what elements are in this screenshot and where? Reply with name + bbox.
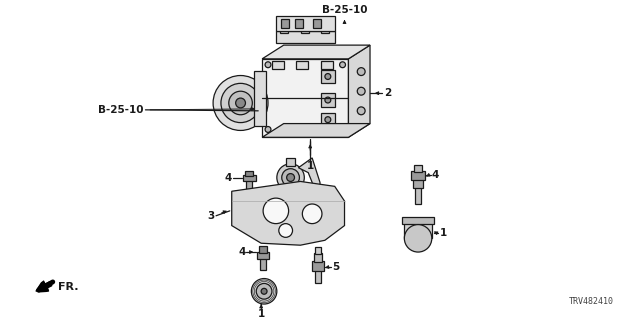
Bar bbox=[254, 71, 266, 125]
Bar bbox=[246, 171, 253, 176]
Text: B-25-10: B-25-10 bbox=[322, 5, 367, 15]
Circle shape bbox=[263, 198, 289, 224]
Circle shape bbox=[325, 97, 331, 103]
Circle shape bbox=[279, 224, 292, 237]
Text: 1: 1 bbox=[257, 309, 265, 319]
Bar bbox=[403, 217, 434, 224]
Circle shape bbox=[340, 126, 346, 132]
Bar bbox=[280, 26, 287, 33]
Circle shape bbox=[357, 68, 365, 76]
Circle shape bbox=[236, 98, 246, 108]
Bar bbox=[414, 165, 422, 172]
Bar bbox=[314, 253, 322, 262]
Text: 1: 1 bbox=[440, 228, 447, 238]
Bar bbox=[285, 158, 296, 166]
Circle shape bbox=[302, 204, 322, 224]
Bar bbox=[243, 175, 256, 181]
Bar bbox=[281, 19, 289, 28]
Bar bbox=[301, 26, 309, 33]
Polygon shape bbox=[348, 45, 370, 137]
Circle shape bbox=[256, 284, 272, 299]
Bar bbox=[321, 26, 329, 33]
Circle shape bbox=[404, 225, 432, 252]
Bar bbox=[321, 113, 335, 126]
Circle shape bbox=[265, 126, 271, 132]
Bar bbox=[313, 19, 321, 28]
Circle shape bbox=[228, 91, 252, 115]
Bar bbox=[312, 261, 324, 271]
Bar bbox=[257, 252, 269, 259]
Bar bbox=[259, 246, 267, 253]
Text: TRV482410: TRV482410 bbox=[569, 297, 614, 306]
Bar bbox=[296, 19, 303, 28]
Bar bbox=[321, 70, 335, 84]
Bar bbox=[412, 171, 425, 180]
Circle shape bbox=[221, 84, 260, 123]
Circle shape bbox=[357, 87, 365, 95]
Bar bbox=[404, 221, 432, 238]
Circle shape bbox=[213, 76, 268, 131]
Text: 4: 4 bbox=[238, 247, 246, 257]
Bar bbox=[296, 61, 308, 69]
Circle shape bbox=[325, 117, 331, 123]
Bar bbox=[276, 31, 335, 43]
Polygon shape bbox=[262, 45, 370, 59]
Bar bbox=[276, 16, 335, 31]
Circle shape bbox=[287, 173, 294, 181]
Bar bbox=[415, 186, 421, 204]
Polygon shape bbox=[232, 181, 344, 245]
Text: B-25-10: B-25-10 bbox=[98, 105, 143, 115]
Bar bbox=[315, 270, 321, 284]
Bar bbox=[272, 61, 284, 69]
Circle shape bbox=[325, 74, 331, 79]
Circle shape bbox=[252, 278, 277, 304]
Text: 4: 4 bbox=[225, 172, 232, 182]
Bar bbox=[413, 179, 423, 188]
Text: 4: 4 bbox=[432, 170, 439, 180]
Text: 1: 1 bbox=[307, 161, 314, 171]
Circle shape bbox=[277, 164, 304, 191]
Bar bbox=[321, 93, 335, 107]
Bar bbox=[260, 258, 266, 270]
Bar bbox=[246, 180, 252, 189]
Polygon shape bbox=[262, 59, 348, 137]
Text: FR.: FR. bbox=[58, 282, 79, 292]
Text: 3: 3 bbox=[207, 211, 214, 221]
Circle shape bbox=[357, 107, 365, 115]
Circle shape bbox=[340, 62, 346, 68]
Polygon shape bbox=[262, 124, 370, 137]
Bar bbox=[321, 61, 333, 69]
Polygon shape bbox=[292, 158, 320, 236]
Circle shape bbox=[261, 288, 267, 294]
Bar bbox=[315, 247, 321, 254]
Circle shape bbox=[282, 169, 300, 186]
Text: 5: 5 bbox=[332, 262, 339, 272]
Text: 2: 2 bbox=[384, 88, 391, 98]
Circle shape bbox=[265, 62, 271, 68]
